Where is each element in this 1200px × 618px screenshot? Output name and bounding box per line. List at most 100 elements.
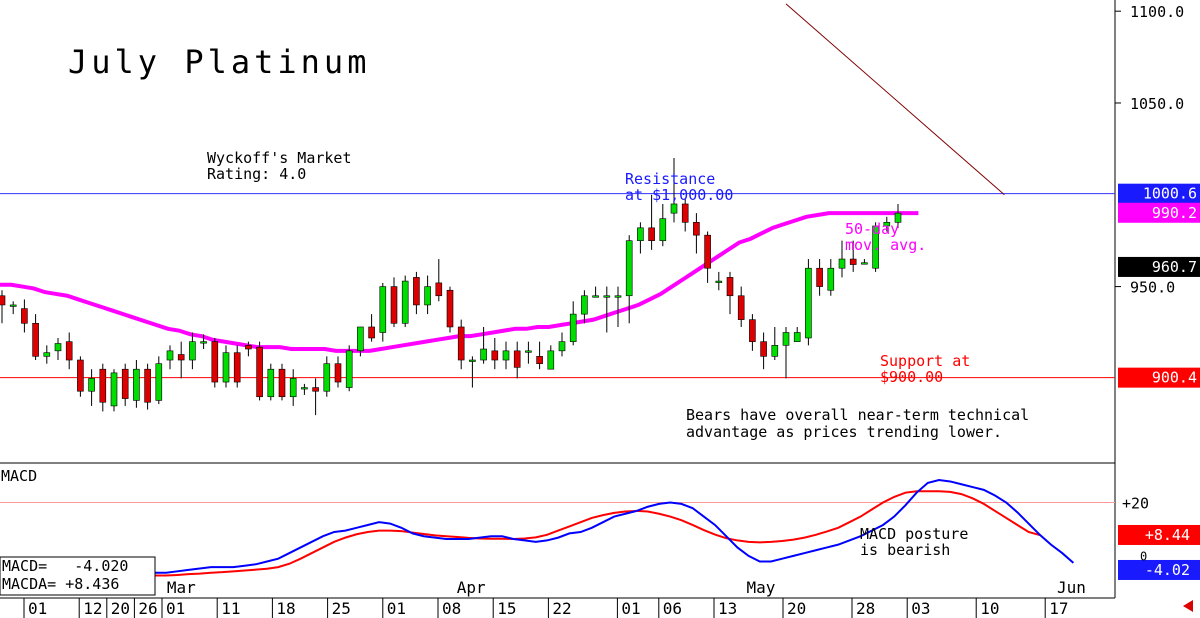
candle-body xyxy=(401,280,409,324)
candle-body xyxy=(323,363,331,392)
candle-body xyxy=(581,295,588,315)
macd-label-text: -4.02 xyxy=(1145,561,1190,579)
macd-line xyxy=(155,479,1075,574)
candle-body xyxy=(446,289,454,328)
price-label-box xyxy=(1118,202,1200,223)
macd-readout-1: MACD= -4.020 xyxy=(2,557,128,575)
date-tick-label: 25 xyxy=(332,599,351,618)
candle-body xyxy=(32,322,39,357)
support-label-2: $900.00 xyxy=(880,368,943,386)
support-label-1: Support at xyxy=(880,352,970,370)
macd-signal-line xyxy=(155,490,1041,577)
candle-body xyxy=(771,345,779,357)
candle-body xyxy=(211,341,219,383)
candle-body xyxy=(278,368,286,398)
month-label: May xyxy=(747,578,776,597)
candle-body xyxy=(200,341,207,344)
price-label-box xyxy=(1118,183,1200,204)
candle-body xyxy=(245,345,252,350)
candle-body xyxy=(883,222,891,227)
candle-body xyxy=(413,277,420,306)
date-tick-label: 20 xyxy=(111,599,130,618)
price-tick-label: 1100.0 xyxy=(1130,3,1184,21)
candle-body xyxy=(177,354,185,361)
candle-body xyxy=(121,368,129,399)
candle-body xyxy=(267,368,275,398)
candle-body xyxy=(77,359,84,392)
macd-label-box xyxy=(1118,524,1200,545)
candle-body xyxy=(155,363,163,401)
candles-layer xyxy=(0,158,902,416)
price-label-box xyxy=(1118,367,1200,388)
candle-body xyxy=(133,368,140,401)
candle-body xyxy=(390,286,398,324)
candle-body xyxy=(760,341,767,357)
candle-body xyxy=(894,212,902,223)
price-label-text: 960.7 xyxy=(1152,258,1197,276)
candle-body xyxy=(704,234,711,269)
candle-body xyxy=(65,341,73,361)
candle-body xyxy=(749,319,756,342)
candle-body xyxy=(233,352,241,383)
date-tick-label: 11 xyxy=(221,599,240,618)
rating-line-2: Rating: 4.0 xyxy=(207,165,306,183)
date-tick-label: 08 xyxy=(442,599,461,618)
candle-body xyxy=(737,295,745,320)
price-label-text: 990.2 xyxy=(1152,204,1197,222)
price-label-text: 900.4 xyxy=(1152,369,1197,387)
date-tick-label: 26 xyxy=(138,599,157,618)
macd-readout-2: MACDA= +8.436 xyxy=(2,575,119,593)
candle-body xyxy=(782,332,790,346)
candle-body xyxy=(793,332,801,342)
candle-body xyxy=(357,326,364,352)
candle-body xyxy=(648,227,655,241)
candle-body xyxy=(569,313,577,342)
annotation-line-2: advantage as prices trending lower. xyxy=(686,423,1002,441)
date-tick-label: 12 xyxy=(83,599,102,618)
candle-body xyxy=(849,258,857,265)
candle-body xyxy=(256,346,263,398)
price-panel xyxy=(0,0,1116,599)
candle-body xyxy=(368,326,375,339)
candle-body xyxy=(726,277,734,297)
macd-readout-box xyxy=(0,556,156,596)
ma-label-2: mov. avg. xyxy=(845,236,926,254)
candle-body xyxy=(110,372,118,407)
price-label-text: 1000.6 xyxy=(1143,185,1197,203)
candle-body xyxy=(547,350,555,370)
candle-body xyxy=(659,218,667,241)
macd-zero-label: 0 xyxy=(1140,550,1147,564)
candle-body xyxy=(513,350,521,368)
candle-body xyxy=(144,368,151,403)
candle-body xyxy=(301,387,308,390)
chart-title: July Platinum xyxy=(68,43,370,81)
scroll-left-arrow-icon[interactable] xyxy=(1183,600,1193,612)
candle-body xyxy=(558,341,566,352)
candle-body xyxy=(222,352,230,383)
date-tick-label: 20 xyxy=(787,599,806,618)
candle-body xyxy=(88,378,95,392)
date-tick-label: 01 xyxy=(621,599,640,618)
trendline-layer xyxy=(785,3,1005,196)
candle-body xyxy=(9,304,17,307)
candle-body xyxy=(480,348,487,361)
month-label: Apr xyxy=(457,578,486,597)
candle-body xyxy=(872,225,879,269)
candle-body xyxy=(614,295,622,298)
annotation-line-1: Bears have overall near-term technical xyxy=(686,406,1029,424)
price-tick-label: 1050.0 xyxy=(1130,95,1184,113)
macd-tick-label: +20 xyxy=(1122,495,1149,513)
candle-body xyxy=(21,308,28,324)
macd-label-box xyxy=(1118,559,1200,580)
candle-body xyxy=(312,387,319,392)
ma-label-1: 50-day xyxy=(845,220,899,238)
month-label: Mar xyxy=(167,578,196,597)
candle-body xyxy=(424,286,431,306)
candle-body xyxy=(625,240,633,297)
candle-body xyxy=(861,262,868,265)
date-tick-label: 10 xyxy=(980,599,999,618)
candle-body xyxy=(715,280,723,283)
